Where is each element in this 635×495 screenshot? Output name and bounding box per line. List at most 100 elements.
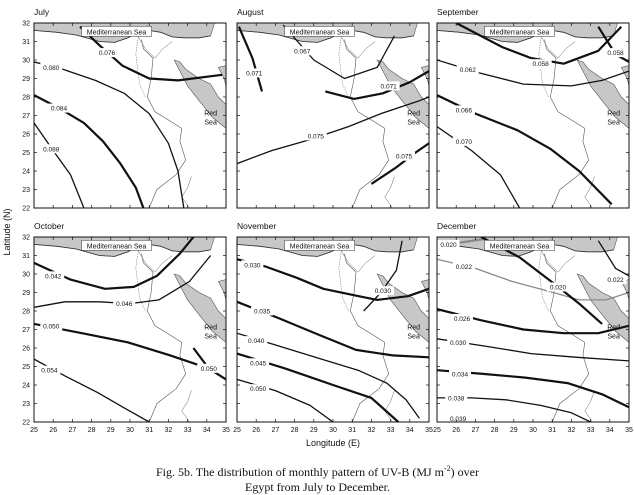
contour-label: 0.084 <box>51 106 68 113</box>
gulf-of-aqaba <box>620 65 629 86</box>
x-tick-label: 26 <box>252 427 260 434</box>
nile-delta <box>540 35 576 59</box>
nile-river <box>141 253 187 422</box>
contour-line <box>34 61 185 208</box>
mediterranean-label: Mediterranean Sea <box>87 243 147 250</box>
contour-label-bg <box>38 365 61 375</box>
nile-delta <box>340 249 376 273</box>
sea-label-box <box>284 26 355 37</box>
contour-label: 0.026 <box>454 316 471 323</box>
contour-line <box>363 240 403 312</box>
x-tick-label: 31 <box>348 427 356 434</box>
panel-december: December 0.020 0.022 0.020 0.022 0.026 0.030 0.… <box>433 221 633 434</box>
panel-july: July 0.076 0.080 0.084 0.088 Mediterranean Se… <box>22 7 227 213</box>
panel-title: September <box>437 7 479 17</box>
y-tick-label: 28 <box>22 95 30 102</box>
contour-label: 0.039 <box>450 416 467 423</box>
red-sea <box>376 59 429 129</box>
contour-label-bg <box>604 48 627 58</box>
contour-line <box>437 369 629 409</box>
y-axis-label: Latitude (N) <box>2 208 12 255</box>
x-tick-label: 28 <box>88 427 96 434</box>
y-tick-label: 29 <box>22 76 30 83</box>
contour-label-bg <box>393 151 416 161</box>
contour-label-bg <box>604 275 627 285</box>
x-tick-label: 34 <box>203 427 211 434</box>
nile-delta <box>540 249 576 273</box>
figure-caption: Fig. 5b. The distribution of monthly pat… <box>0 461 635 495</box>
contour-label-bg <box>40 321 63 331</box>
contour-label: 0.034 <box>452 371 469 378</box>
red-sea-label: Red <box>204 325 217 332</box>
x-tick-label: 34 <box>606 427 614 434</box>
x-tick-label: 30 <box>329 427 337 434</box>
panel-title: November <box>237 221 276 231</box>
contour-label: 0.035 <box>254 309 271 316</box>
y-tick-label: 22 <box>22 420 30 427</box>
y-tick-label: 23 <box>22 187 30 194</box>
panel-title: July <box>34 7 50 17</box>
sea-label-box <box>81 240 152 251</box>
contour-label-bg <box>197 363 220 373</box>
nile-river <box>344 39 390 208</box>
contour-label-bg <box>437 239 460 249</box>
y-tick-label: 30 <box>22 272 30 279</box>
contour-label: 0.050 <box>250 386 267 393</box>
contour-label: 0.075 <box>308 133 325 140</box>
contour-label-bg <box>40 144 63 154</box>
nile-river <box>141 39 187 208</box>
y-tick-label: 24 <box>22 169 30 176</box>
red-sea-label: Sea <box>204 334 217 341</box>
x-tick-label: 25 <box>30 427 38 434</box>
contour-line <box>237 26 264 92</box>
y-tick-label: 23 <box>22 401 30 408</box>
gulf-of-aqaba <box>420 279 429 300</box>
mediterranean-label: Mediterranean Sea <box>490 29 550 36</box>
contour-label: 0.020 <box>440 242 457 249</box>
nile-river <box>544 253 590 422</box>
red-sea-label: Red <box>407 111 420 118</box>
contour-label-bg <box>241 260 264 270</box>
y-tick-label: 25 <box>22 150 30 157</box>
x-tick-label: 29 <box>107 427 115 434</box>
red-sea-label: Red <box>204 111 217 118</box>
border-line <box>584 390 595 422</box>
y-tick-label: 22 <box>22 206 30 213</box>
red-sea <box>376 273 429 343</box>
contour-label: 0.038 <box>448 395 465 402</box>
contour-line <box>237 96 429 165</box>
x-tick-label: 33 <box>587 427 595 434</box>
contour-line <box>79 25 223 82</box>
panel-frame <box>436 22 630 209</box>
x-tick-label: 32 <box>165 427 173 434</box>
contour-label: 0.054 <box>41 368 58 375</box>
panel-title: August <box>237 7 264 17</box>
x-tick-label: 29 <box>310 427 318 434</box>
contour-label-bg <box>447 413 470 422</box>
nile-delta <box>137 249 173 273</box>
contour-label-bg <box>47 103 70 113</box>
x-tick-label: 26 <box>49 427 57 434</box>
red-sea <box>576 59 629 129</box>
panel-november: November 0.030 0.030 0.035 0.040 0.045 0.050 Me… <box>233 221 433 434</box>
contour-label: 0.045 <box>250 360 267 367</box>
gulf-of-aqaba <box>217 279 226 300</box>
red-sea-label: Red <box>607 325 620 332</box>
x-tick-label: 35 <box>425 427 433 434</box>
nile-delta <box>340 35 376 59</box>
contour-label: 0.075 <box>396 154 413 161</box>
y-tick-label: 26 <box>22 346 30 353</box>
contour-line <box>34 122 85 208</box>
caption-line-2: Egypt from July to December. <box>245 480 390 494</box>
sea-label-box <box>284 240 355 251</box>
x-tick-label: 27 <box>472 427 480 434</box>
y-tick-label: 32 <box>22 21 30 28</box>
panel-august: August 0.071 0.067 0.071 0.075 0.075 Mediterra… <box>236 7 430 209</box>
contour-label-bg <box>447 337 470 347</box>
contour-label: 0.080 <box>43 65 60 72</box>
x-tick-label: 28 <box>291 427 299 434</box>
contour-label-bg <box>529 59 552 69</box>
contour-line <box>370 142 429 185</box>
contour-label-bg <box>40 62 63 72</box>
x-tick-label: 29 <box>510 427 518 434</box>
